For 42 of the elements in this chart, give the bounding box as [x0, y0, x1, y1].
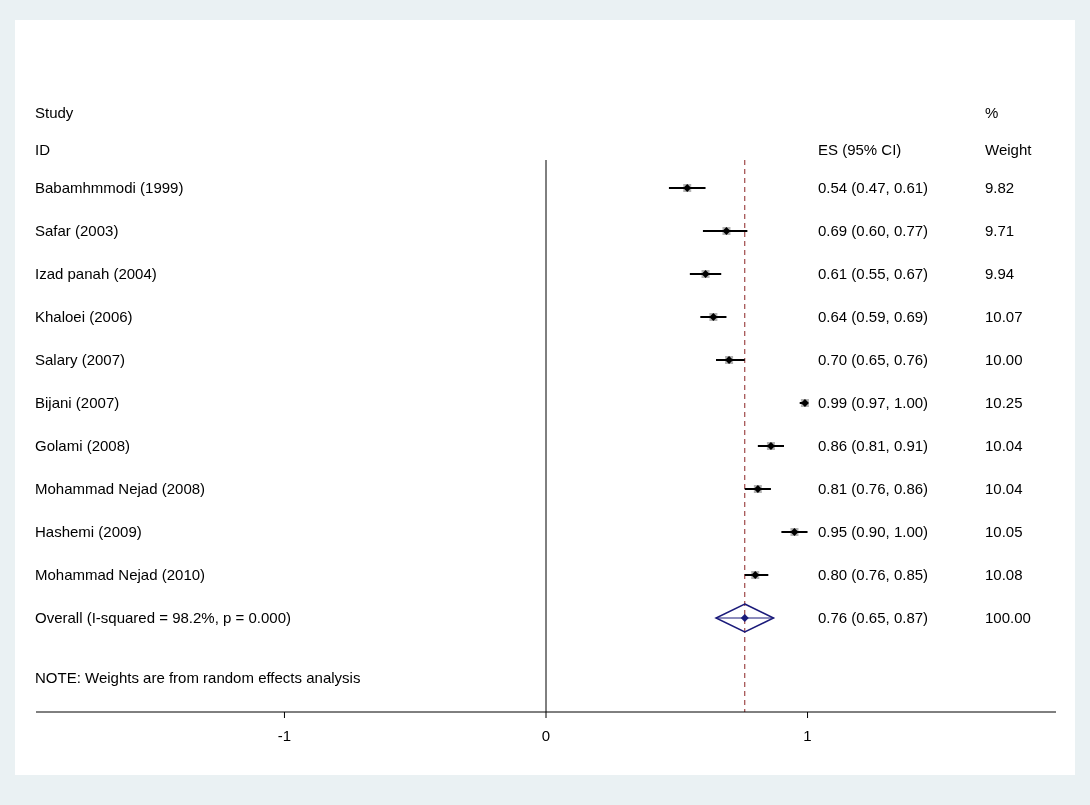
annotation: 9.71: [985, 222, 1015, 239]
annotation: 9.82: [985, 179, 1015, 196]
annotation: 0.99 (0.97, 1.00): [818, 394, 929, 411]
annotation: 0.81 (0.76, 0.86): [818, 480, 929, 497]
annotation: 0.64 (0.59, 0.69): [818, 308, 929, 325]
annotation: 0.86 (0.81, 0.91): [818, 437, 929, 454]
annotation: 0.80 (0.76, 0.85): [818, 566, 929, 583]
y-tick-label: Bijani (2007): [35, 394, 120, 411]
text: ID: [35, 141, 51, 158]
annotation: 10.07: [985, 308, 1023, 325]
annotation: 10.08: [985, 566, 1023, 583]
y-tick-label: Mohammad Nejad (2010): [35, 566, 206, 583]
y-tick-label: Salary (2007): [35, 351, 126, 368]
x-tick-label: -1: [277, 727, 292, 744]
annotation: 0.70 (0.65, 0.76): [818, 351, 929, 368]
annotation: 10.00: [985, 351, 1023, 368]
annotation: 100.00: [985, 609, 1031, 626]
y-tick-label: Golami (2008): [35, 437, 131, 454]
text: ES (95% CI): [818, 141, 902, 158]
annotation: 10.04: [985, 437, 1023, 454]
annotation: 10.05: [985, 523, 1023, 540]
x-tick-label: 1: [803, 727, 812, 744]
text: Study: [35, 104, 74, 121]
annotation: 0.76 (0.65, 0.87): [818, 609, 929, 626]
annotation: 9.94: [985, 265, 1015, 282]
annotation: 0.61 (0.55, 0.67): [818, 265, 929, 282]
x-tick-label: 0: [541, 727, 551, 744]
text: Weight: [985, 141, 1033, 158]
y-tick-label: Khaloei (2006): [35, 308, 133, 325]
y-tick-label: Izad panah (2004): [35, 265, 157, 282]
y-tick-label: Hashemi (2009): [35, 523, 142, 540]
text: %: [985, 104, 999, 121]
annotation: 10.25: [985, 394, 1023, 411]
y-tick-label: Safar (2003): [35, 222, 119, 239]
annotation: 0.95 (0.90, 1.00): [818, 523, 929, 540]
y-tick-label: Mohammad Nejad (2008): [35, 480, 206, 497]
annotation: 10.04: [985, 480, 1023, 497]
y-tick-label: Overall (I-squared = 98.2%, p = 0.000): [35, 609, 291, 626]
annotation: 0.54 (0.47, 0.61): [818, 179, 929, 196]
y-tick-label: Babamhmmodi (1999): [35, 179, 184, 196]
annotation: 0.69 (0.60, 0.77): [818, 222, 929, 239]
text: NOTE: Weights are from random effects analysis: [35, 669, 361, 686]
